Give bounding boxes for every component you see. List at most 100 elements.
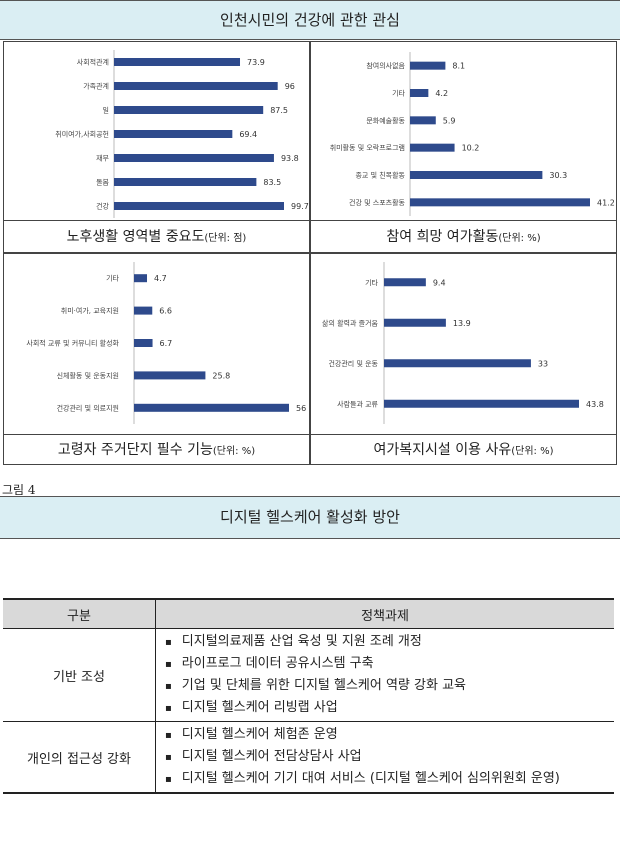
row-items: 디지털 헬스케어 체험존 운영 디지털 헬스케어 전담상담사 사업 디지털 헬스…: [155, 721, 614, 794]
data-label: 83.5: [263, 178, 281, 187]
bar: [114, 154, 274, 162]
data-label: 30.3: [549, 171, 567, 180]
category-label: 종교 및 친목활동: [355, 171, 405, 180]
housing-bar-chart: 기타 4.7 취미·여가, 교육지원 6.6 사회적 교류 및 커뮤니티 활성화 6.7 신…: [26, 262, 306, 424]
list-item: 기업 및 단체를 위한 디지털 헬스케어 역량 강화 교육: [165, 675, 613, 697]
chart-caption: 노후생활 영역별 중요도(단위: 점): [4, 220, 309, 252]
chart-caption: 참여 희망 여가활동(단위: %): [311, 220, 616, 252]
row-items: 디지털의료제품 산업 육성 및 지원 조례 개정 라이프로그 데이터 공유시스템…: [155, 628, 614, 722]
bar: [114, 106, 264, 114]
page-title: 인천시민의 건강에 관한 관심: [220, 11, 400, 29]
header-category: 구분: [3, 598, 156, 629]
caption-main: 참여 희망 여가활동: [386, 229, 499, 245]
category-label: 건강 및 스포츠활동: [349, 198, 406, 207]
category-label: 사회적관계: [77, 58, 109, 67]
chart-panel-facility: 기타 9.4 삶의 활력과 즐거움 13.9 건강관리 및 운동 33 사람들과 교류 43.…: [310, 253, 617, 465]
data-label: 6.7: [160, 339, 173, 348]
data-label: 4.7: [154, 274, 167, 283]
bar: [410, 171, 543, 179]
data-label: 5.9: [443, 116, 456, 125]
bar: [384, 318, 446, 327]
category-label: 건강관리 및 운동: [328, 359, 378, 368]
data-label: 93.8: [281, 154, 299, 163]
bar: [134, 371, 206, 380]
bar: [114, 130, 233, 138]
data-label: 56: [296, 404, 306, 413]
section-title-banner: 디지털 헬스케어 활성화 방안: [0, 496, 620, 539]
leisure-bar-chart: 참여의사없음 8.1 기타 4.2 문화예술활동 5.9 취미활동 및 오락프로그램 10.2…: [330, 52, 615, 216]
category-label: 삶의 활력과 즐거움: [322, 318, 379, 327]
data-label: 96: [285, 82, 295, 91]
chart-panel-importance: 사회적관계 73.9 가족관계 96 일 87.5 취미여가,사회공헌 69.4 재무 93.8 돌…: [3, 41, 310, 253]
caption-unit: (단위: %): [212, 446, 256, 457]
caption-unit: (단위: 점): [204, 233, 247, 244]
category-label: 문화예술활동: [366, 116, 405, 125]
chart-panel-housing: 기타 4.7 취미·여가, 교육지원 6.6 사회적 교류 및 커뮤니티 활성화 6.7 신…: [3, 253, 310, 465]
facility-bar-chart: 기타 9.4 삶의 활력과 즐거움 13.9 건강관리 및 운동 33 사람들과 교류 43.…: [322, 262, 604, 424]
data-label: 9.4: [433, 278, 446, 287]
caption-unit: (단위: %): [511, 446, 554, 457]
bar: [114, 178, 257, 186]
list-item: 디지털 헬스케어 리빙랩 사업: [165, 697, 613, 719]
bar: [410, 89, 429, 97]
caption-main: 노후생활 영역별 중요도: [66, 229, 205, 245]
category-label: 신체활동 및 운동지원: [57, 371, 119, 380]
caption-main: 여가복지시설 이용 사유: [373, 442, 512, 458]
chart-panel-leisure: 참여의사없음 8.1 기타 4.2 문화예술활동 5.9 취미활동 및 오락프로그램 10.2…: [310, 41, 617, 253]
bar: [134, 306, 153, 315]
category-label: 취미·여가, 교육지원: [61, 306, 119, 315]
caption-main: 고령자 주거단지 필수 기능: [57, 442, 213, 458]
bar: [384, 359, 531, 368]
category-label: 가족관계: [83, 82, 109, 91]
data-label: 73.9: [247, 58, 265, 67]
category-label: 일: [103, 106, 109, 115]
list-item: 디지털 헬스케어 체험존 운영: [165, 724, 613, 746]
category-label: 사람들과 교류: [337, 399, 378, 408]
header-tasks: 정책과제: [155, 598, 614, 629]
caption-unit: (단위: %): [498, 233, 541, 244]
list-item: 디지털 헬스케어 전담상담사 사업: [165, 746, 613, 768]
category-label: 기타: [365, 278, 378, 287]
data-label: 41.2: [597, 198, 615, 207]
data-label: 13.9: [453, 319, 471, 328]
table-row: 기반 조성 디지털의료제품 산업 육성 및 지원 조례 개정 라이프로그 데이터…: [3, 628, 614, 722]
data-label: 25.8: [212, 371, 230, 380]
data-label: 4.2: [435, 89, 448, 98]
category-label: 취미여가,사회공헌: [55, 130, 109, 139]
row-category: 기반 조성: [3, 628, 156, 722]
data-label: 33: [538, 359, 548, 368]
section-title: 디지털 헬스케어 활성화 방안: [220, 508, 400, 526]
category-label: 건강: [96, 202, 109, 211]
data-label: 99.7: [291, 202, 309, 211]
data-label: 10.2: [462, 144, 480, 153]
category-label: 참여의사없음: [366, 61, 405, 70]
data-label: 43.8: [586, 400, 604, 409]
category-label: 기타: [392, 89, 405, 98]
category-label: 취미활동 및 오락프로그램: [330, 143, 405, 152]
chart-caption: 여가복지시설 이용 사유(단위: %): [311, 434, 616, 464]
bar: [410, 116, 436, 125]
list-item: 디지털의료제품 산업 육성 및 지원 조례 개정: [165, 631, 613, 653]
row-category: 개인의 접근성 강화: [3, 721, 156, 794]
bar: [134, 339, 153, 347]
category-label: 기타: [106, 274, 119, 283]
bar: [114, 82, 278, 90]
data-label: 87.5: [270, 106, 288, 115]
bar: [384, 278, 426, 287]
bar: [410, 61, 446, 70]
figure-label: 그림 4: [2, 483, 36, 497]
policy-table: 구분 정책과제 기반 조성 디지털의료제품 산업 육성 및 지원 조례 개정 라…: [3, 598, 614, 794]
bar: [114, 202, 284, 210]
list-item: 라이프로그 데이터 공유시스템 구축: [165, 653, 613, 675]
bar: [134, 403, 289, 412]
bar: [410, 198, 590, 207]
category-label: 건강관리 및 의료지원: [57, 403, 119, 412]
bar: [114, 58, 241, 66]
page-title-banner: 인천시민의 건강에 관한 관심: [0, 0, 620, 40]
category-label: 재무: [96, 155, 109, 163]
category-label: 사회적 교류 및 커뮤니티 활성화: [26, 339, 119, 348]
importance-bar-chart: 사회적관계 73.9 가족관계 96 일 87.5 취미여가,사회공헌 69.4 재무 93.8 돌…: [55, 50, 309, 218]
category-label: 돌봄: [96, 179, 109, 187]
bar: [384, 399, 579, 408]
list-item: 디지털 헬스케어 기기 대여 서비스 (디지털 헬스케어 심의위원회 운영): [165, 768, 613, 790]
